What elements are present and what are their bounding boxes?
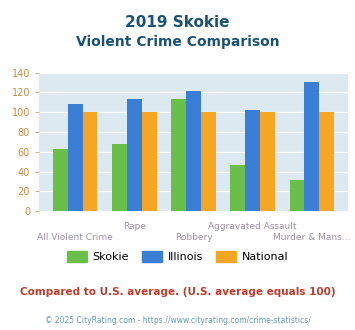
Text: Compared to U.S. average. (U.S. average equals 100): Compared to U.S. average. (U.S. average … xyxy=(20,287,335,297)
Bar xyxy=(290,180,304,211)
Bar xyxy=(304,82,319,211)
Bar xyxy=(142,112,157,211)
Bar xyxy=(186,91,201,211)
Bar xyxy=(260,112,275,211)
Text: Rape: Rape xyxy=(123,222,146,231)
Bar xyxy=(53,149,68,211)
Text: Aggravated Assault: Aggravated Assault xyxy=(208,222,297,231)
Bar xyxy=(230,165,245,211)
Bar xyxy=(68,104,83,211)
Bar xyxy=(319,112,334,211)
Bar xyxy=(245,110,260,211)
Legend: Skokie, Illinois, National: Skokie, Illinois, National xyxy=(62,247,293,267)
Bar xyxy=(171,99,186,211)
Text: Murder & Mans...: Murder & Mans... xyxy=(273,233,350,242)
Bar xyxy=(201,112,215,211)
Text: Violent Crime Comparison: Violent Crime Comparison xyxy=(76,35,279,49)
Text: Robbery: Robbery xyxy=(175,233,212,242)
Bar xyxy=(83,112,97,211)
Bar xyxy=(127,99,142,211)
Bar xyxy=(112,144,127,211)
Text: All Violent Crime: All Violent Crime xyxy=(37,233,113,242)
Text: 2019 Skokie: 2019 Skokie xyxy=(125,15,230,30)
Text: © 2025 CityRating.com - https://www.cityrating.com/crime-statistics/: © 2025 CityRating.com - https://www.city… xyxy=(45,315,310,325)
